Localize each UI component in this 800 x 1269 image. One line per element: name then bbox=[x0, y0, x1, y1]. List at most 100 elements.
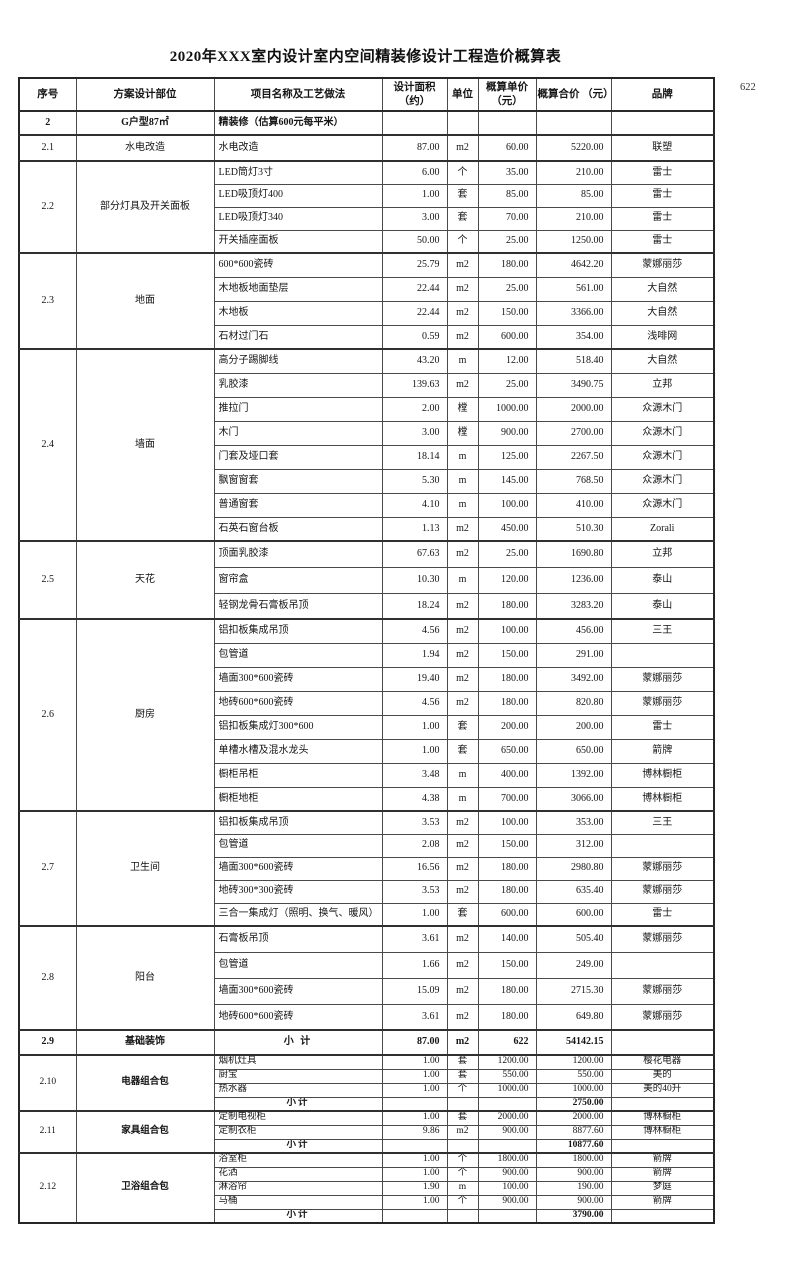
brand-cell: 蒙娜丽莎 bbox=[610, 925, 715, 953]
side-page-number: 622 bbox=[740, 82, 756, 93]
unit-cell: m2 bbox=[446, 1124, 479, 1140]
row-no-cell: 2.3 bbox=[18, 252, 77, 350]
area-cell: 43.20 bbox=[381, 348, 448, 374]
table-row: 2.5 天花 顶面乳胶漆 67.63 m2 25.00 1690.80 立邦 bbox=[18, 540, 715, 620]
table-row: 包管道 1.66 m2 150.00 249.00 bbox=[19, 951, 715, 979]
area-cell: 2.08 bbox=[381, 833, 448, 858]
price-cell: 180.00 bbox=[477, 1003, 537, 1031]
total-cell: 2000.00 bbox=[535, 396, 612, 422]
area-cell: 139.63 bbox=[381, 372, 448, 398]
section-2.11: 2.11 家具组合包 定制电视柜 1.00 套 2000.00 2000.00 博林橱柜 定制衣… bbox=[18, 1110, 715, 1154]
part-cell: 家具组合包 bbox=[75, 1110, 215, 1154]
price-cell: 125.00 bbox=[477, 444, 537, 470]
brand-cell: 三王 bbox=[610, 618, 715, 644]
brand-cell bbox=[610, 1138, 715, 1154]
unit-cell: m2 bbox=[446, 372, 479, 398]
table-row: 地砖600*600瓷砖 4.56 m2 180.00 820.80 蒙娜丽莎 bbox=[19, 690, 715, 716]
subtotal-value-cell: 3790.00 bbox=[535, 1208, 612, 1224]
total-cell: 768.50 bbox=[535, 468, 612, 494]
area-cell: 19.40 bbox=[381, 666, 448, 692]
item-name-cell: 乳胶漆 bbox=[213, 372, 383, 398]
brand-cell: 浅啡网 bbox=[610, 324, 715, 350]
price-cell: 60.00 bbox=[477, 134, 537, 162]
price-cell: 900.00 bbox=[477, 1166, 537, 1182]
section-2.3: 2.3 地面 600*600瓷砖 25.79 m2 180.00 4642.20 蒙娜丽莎 木地… bbox=[18, 252, 715, 350]
area-cell: 67.63 bbox=[381, 540, 448, 568]
estimate-table: 序号 方案设计部位 项目名称及工艺做法 设计面积（约） 单位 概算单价（元） 概… bbox=[18, 77, 715, 1224]
total-cell: 1200.00 bbox=[535, 1054, 612, 1070]
row-no-cell: 2.10 bbox=[18, 1054, 77, 1112]
table-row: 单槽水槽及混水龙头 1.00 套 650.00 650.00 箭牌 bbox=[19, 738, 715, 764]
total-cell: 561.00 bbox=[535, 276, 612, 302]
price-cell bbox=[477, 1096, 537, 1112]
item-name-cell: 橱柜吊柜 bbox=[213, 762, 383, 788]
brand-cell: 箭牌 bbox=[610, 738, 715, 764]
unit-cell: 个 bbox=[446, 1152, 479, 1168]
total-cell: 1000.00 bbox=[535, 1082, 612, 1098]
total-cell: 353.00 bbox=[535, 810, 612, 835]
total-cell: 1236.00 bbox=[535, 566, 612, 594]
total-cell: 312.00 bbox=[535, 833, 612, 858]
table-row: 石英石窗台板 1.13 m2 450.00 510.30 Zorali bbox=[19, 516, 715, 542]
area-cell: 1.00 bbox=[381, 1166, 448, 1182]
table-row: 地砖300*300瓷砖 3.53 m2 180.00 635.40 蒙娜丽莎 bbox=[19, 879, 715, 904]
total-cell: 650.00 bbox=[535, 738, 612, 764]
area-cell: 9.86 bbox=[381, 1124, 448, 1140]
brand-cell: 立邦 bbox=[610, 372, 715, 398]
area-cell: 25.79 bbox=[381, 252, 448, 278]
brand-cell: 蒙娜丽莎 bbox=[610, 690, 715, 716]
table-row: 开关插座面板 50.00 个 25.00 1250.00 雷士 bbox=[19, 229, 715, 254]
unit-cell: 个 bbox=[446, 1166, 479, 1182]
brand-cell bbox=[610, 1208, 715, 1224]
price-cell: 180.00 bbox=[477, 879, 537, 904]
area-cell bbox=[381, 110, 448, 136]
area-cell: 18.24 bbox=[381, 592, 448, 620]
item-name-cell: 水电改造 bbox=[213, 134, 383, 162]
brand-cell: 樱花电器 bbox=[610, 1054, 715, 1070]
item-name-cell: 墙面300*600瓷砖 bbox=[213, 977, 383, 1005]
total-cell: 1800.00 bbox=[535, 1152, 612, 1168]
row-no-cell: 2.9 bbox=[18, 1029, 77, 1056]
part-cell: 电器组合包 bbox=[75, 1054, 215, 1112]
unit-cell: 套 bbox=[446, 738, 479, 764]
total-cell: 1392.00 bbox=[535, 762, 612, 788]
unit-cell: m2 bbox=[446, 642, 479, 668]
area-cell: 1.00 bbox=[381, 1110, 448, 1126]
total-cell: 354.00 bbox=[535, 324, 612, 350]
total-cell: 249.00 bbox=[535, 951, 612, 979]
unit-cell: 套 bbox=[446, 1054, 479, 1070]
table-row: 三合一集成灯（照明、换气、暖风） 1.00 套 600.00 600.00 雷士 bbox=[19, 902, 715, 927]
item-name-cell: LED吸顶灯400 bbox=[213, 183, 383, 208]
section-2.5: 2.5 天花 顶面乳胶漆 67.63 m2 25.00 1690.80 立邦 窗帘盒 10.30 m… bbox=[18, 540, 715, 620]
total-cell: 2000.00 bbox=[535, 1110, 612, 1126]
unit-cell: 个 bbox=[446, 1194, 479, 1210]
header-cell-part: 方案设计部位 bbox=[75, 77, 215, 112]
total-cell: 85.00 bbox=[535, 183, 612, 208]
area-cell: 15.09 bbox=[381, 977, 448, 1005]
area-cell: 1.00 bbox=[381, 1054, 448, 1070]
price-cell: 1000.00 bbox=[477, 1082, 537, 1098]
section-2.4: 2.4 墙面 高分子踢脚线 43.20 m 12.00 518.40 大自然 乳胶漆 139.63… bbox=[18, 348, 715, 542]
total-cell: 3492.00 bbox=[535, 666, 612, 692]
brand-cell: 雷士 bbox=[610, 714, 715, 740]
subtotal-label-cell: 小计 bbox=[213, 1138, 383, 1154]
area-cell: 50.00 bbox=[381, 229, 448, 254]
price-cell: 12.00 bbox=[477, 348, 537, 374]
price-cell bbox=[477, 1138, 537, 1154]
area-cell: 87.00 bbox=[381, 134, 448, 162]
header-cell-price: 概算单价（元） bbox=[477, 77, 537, 112]
brand-cell: 箭牌 bbox=[610, 1194, 715, 1210]
row-no-cell: 2.6 bbox=[18, 618, 77, 812]
item-name-cell: 木地板地面垫层 bbox=[213, 276, 383, 302]
unit-cell: m bbox=[446, 444, 479, 470]
price-cell: 150.00 bbox=[477, 833, 537, 858]
item-name-cell: 轻钢龙骨石膏板吊顶 bbox=[213, 592, 383, 620]
unit-cell: m bbox=[446, 348, 479, 374]
total-cell: 1690.80 bbox=[535, 540, 612, 568]
brand-cell: 泰山 bbox=[610, 592, 715, 620]
item-name-cell: 地砖300*300瓷砖 bbox=[213, 879, 383, 904]
unit-cell: m2 bbox=[446, 1003, 479, 1031]
total-cell: 456.00 bbox=[535, 618, 612, 644]
unit-cell: 套 bbox=[446, 714, 479, 740]
price-cell: 900.00 bbox=[477, 1124, 537, 1140]
